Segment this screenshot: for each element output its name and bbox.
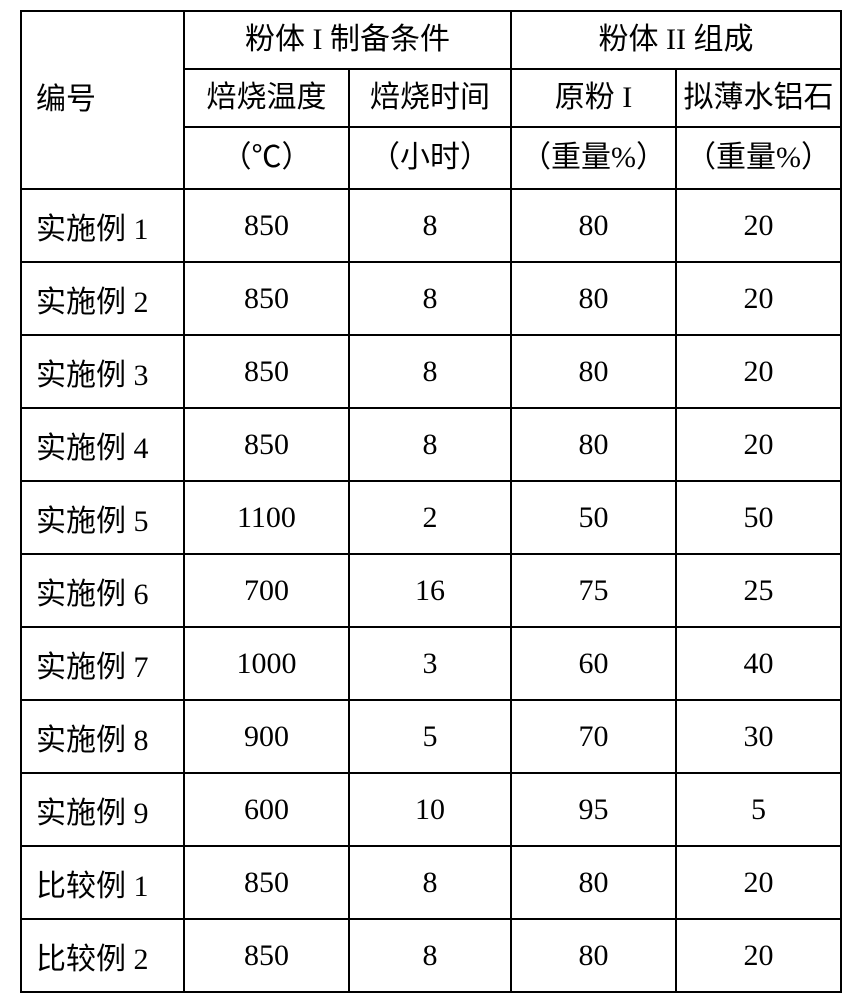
- cell-time: 8: [349, 335, 511, 408]
- header-powder-unit: （重量%）: [511, 127, 676, 189]
- table-row: 实施例 960010955: [21, 773, 841, 846]
- cell-temp: 850: [184, 408, 349, 481]
- cell-temp: 850: [184, 335, 349, 408]
- cell-boehmite: 40: [676, 627, 841, 700]
- cell-temp: 900: [184, 700, 349, 773]
- table-row: 实施例 485088020: [21, 408, 841, 481]
- table-row: 实施例 185088020: [21, 189, 841, 262]
- cell-powder: 80: [511, 335, 676, 408]
- cell-boehmite: 5: [676, 773, 841, 846]
- table-row: 实施例 7100036040: [21, 627, 841, 700]
- cell-boehmite: 20: [676, 262, 841, 335]
- cell-powder: 95: [511, 773, 676, 846]
- cell-powder: 60: [511, 627, 676, 700]
- cell-time: 8: [349, 262, 511, 335]
- cell-id: 实施例 6: [21, 554, 184, 627]
- header-temp: 焙烧温度: [184, 69, 349, 127]
- cell-id: 比较例 1: [21, 846, 184, 919]
- header-group-prep: 粉体 I 制备条件: [184, 11, 511, 69]
- header-temp-unit: （℃）: [184, 127, 349, 189]
- table-row: 实施例 285088020: [21, 262, 841, 335]
- cell-time: 5: [349, 700, 511, 773]
- cell-boehmite: 20: [676, 919, 841, 992]
- cell-temp: 1000: [184, 627, 349, 700]
- cell-boehmite: 30: [676, 700, 841, 773]
- cell-boehmite: 20: [676, 408, 841, 481]
- cell-powder: 80: [511, 408, 676, 481]
- cell-time: 10: [349, 773, 511, 846]
- cell-boehmite: 20: [676, 189, 841, 262]
- cell-temp: 850: [184, 189, 349, 262]
- header-boehmite-unit: （重量%）: [676, 127, 841, 189]
- header-powder: 原粉 I: [511, 69, 676, 127]
- cell-powder: 75: [511, 554, 676, 627]
- cell-powder: 70: [511, 700, 676, 773]
- data-table: 编号 粉体 I 制备条件 粉体 II 组成 焙烧温度 焙烧时间 原粉 I 拟薄水…: [20, 10, 842, 993]
- cell-time: 2: [349, 481, 511, 554]
- cell-boehmite: 25: [676, 554, 841, 627]
- header-group-comp: 粉体 II 组成: [511, 11, 841, 69]
- cell-id: 实施例 3: [21, 335, 184, 408]
- cell-id: 实施例 1: [21, 189, 184, 262]
- cell-id: 实施例 9: [21, 773, 184, 846]
- cell-time: 8: [349, 189, 511, 262]
- cell-id: 实施例 5: [21, 481, 184, 554]
- cell-time: 8: [349, 919, 511, 992]
- header-boehmite: 拟薄水铝石: [676, 69, 841, 127]
- table-row: 比较例 285088020: [21, 919, 841, 992]
- cell-boehmite: 20: [676, 335, 841, 408]
- cell-id: 比较例 2: [21, 919, 184, 992]
- cell-id: 实施例 7: [21, 627, 184, 700]
- table-row: 实施例 385088020: [21, 335, 841, 408]
- cell-id: 实施例 8: [21, 700, 184, 773]
- cell-time: 8: [349, 846, 511, 919]
- header-time-unit: （小时）: [349, 127, 511, 189]
- header-id: 编号: [21, 11, 184, 189]
- cell-temp: 1100: [184, 481, 349, 554]
- cell-powder: 50: [511, 481, 676, 554]
- cell-powder: 80: [511, 189, 676, 262]
- cell-temp: 850: [184, 919, 349, 992]
- header-row-1: 编号 粉体 I 制备条件 粉体 II 组成: [21, 11, 841, 69]
- cell-boehmite: 50: [676, 481, 841, 554]
- cell-powder: 80: [511, 919, 676, 992]
- table-row: 实施例 890057030: [21, 700, 841, 773]
- table-row: 比较例 185088020: [21, 846, 841, 919]
- page: 编号 粉体 I 制备条件 粉体 II 组成 焙烧温度 焙烧时间 原粉 I 拟薄水…: [0, 0, 859, 1000]
- table-body: 实施例 185088020实施例 285088020实施例 385088020实…: [21, 189, 841, 992]
- cell-boehmite: 20: [676, 846, 841, 919]
- cell-time: 16: [349, 554, 511, 627]
- cell-temp: 700: [184, 554, 349, 627]
- cell-time: 3: [349, 627, 511, 700]
- cell-id: 实施例 4: [21, 408, 184, 481]
- cell-temp: 850: [184, 846, 349, 919]
- cell-temp: 850: [184, 262, 349, 335]
- cell-temp: 600: [184, 773, 349, 846]
- table-row: 实施例 5110025050: [21, 481, 841, 554]
- table-header: 编号 粉体 I 制备条件 粉体 II 组成 焙烧温度 焙烧时间 原粉 I 拟薄水…: [21, 11, 841, 189]
- header-time: 焙烧时间: [349, 69, 511, 127]
- table-row: 实施例 6700167525: [21, 554, 841, 627]
- cell-powder: 80: [511, 262, 676, 335]
- cell-id: 实施例 2: [21, 262, 184, 335]
- cell-powder: 80: [511, 846, 676, 919]
- cell-time: 8: [349, 408, 511, 481]
